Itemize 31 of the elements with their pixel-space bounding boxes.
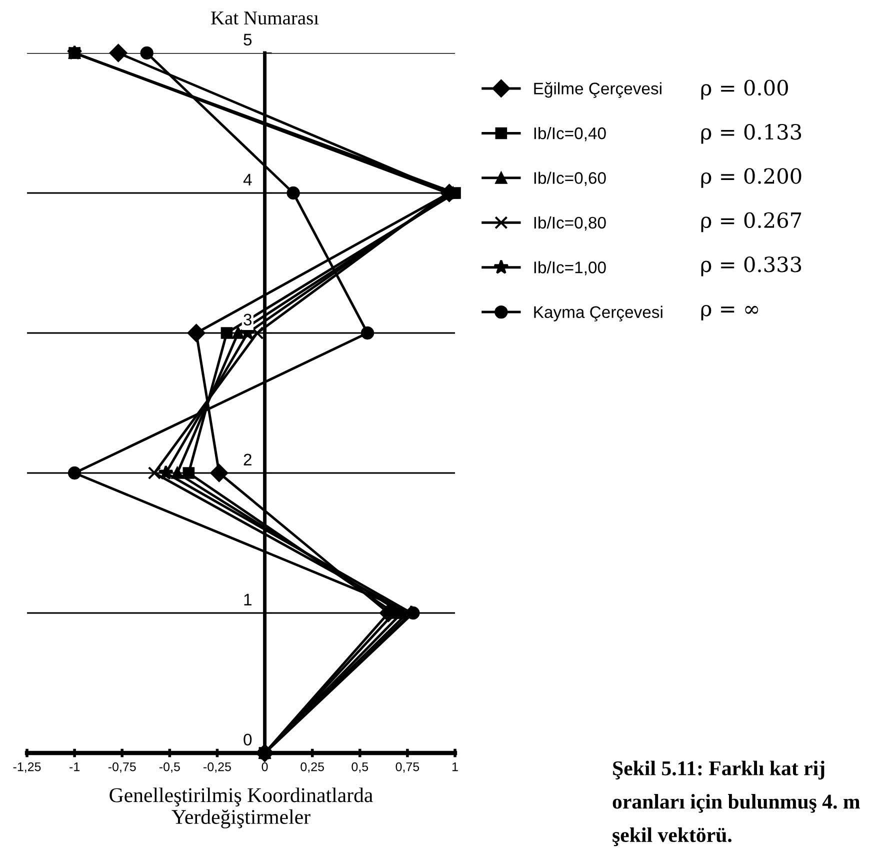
x-tick-label: -0,25 — [204, 762, 231, 773]
x-tick-label: 1 — [452, 762, 458, 772]
legend-label: Eğilme Çerçevesi — [534, 82, 662, 98]
text: ρ = ∞ — [701, 304, 758, 320]
y-tick-label: 2 — [244, 454, 252, 466]
y-tick-label: 1 — [244, 594, 252, 606]
text: Şekil 5.11: Farklı kat rij oranları için bulunmuş 4. m şekil vektörü. — [612, 760, 860, 846]
y-axis-title: Kat Numarası — [211, 12, 319, 25]
y-tick-label: 5 — [244, 34, 252, 46]
text: ρ = 0.267 — [701, 212, 802, 232]
text: ρ = 0.200 — [701, 168, 802, 188]
x-tick-label: 0,25 — [300, 762, 324, 773]
legend-label: Ib/Ic=0,80 — [534, 216, 606, 231]
y-tick-label: 3 — [244, 314, 252, 326]
x-tick-label: -1 — [70, 762, 80, 772]
legend-label: Kayma Çerçevesi — [534, 306, 662, 322]
y-tick-label: 4 — [243, 174, 252, 186]
x-tick-label: -1,25 — [13, 762, 41, 773]
text: ρ = 0.00 — [701, 80, 788, 100]
x-tick-label: 0 — [262, 762, 268, 772]
text: ρ = 0.133 — [701, 124, 802, 144]
legend-label: Ib/Ic=0,60 — [534, 172, 606, 186]
x-tick-label: -0,5 — [159, 762, 180, 773]
x-tick-label: 0,5 — [352, 762, 368, 773]
y-tick-label: 0 — [244, 734, 252, 746]
legend-label: Ib/Ic=0,40 — [534, 126, 606, 142]
legend-label: Ib/Ic=1,00 — [534, 261, 606, 276]
x-axis-title: Genelleştirilmiş Koordinatlarda Yerdeğiştirmeler — [110, 788, 373, 828]
x-tick-label: -0,75 — [108, 762, 136, 773]
x-tick-label: 0,75 — [396, 762, 420, 773]
text: ρ = 0.333 — [701, 256, 802, 276]
